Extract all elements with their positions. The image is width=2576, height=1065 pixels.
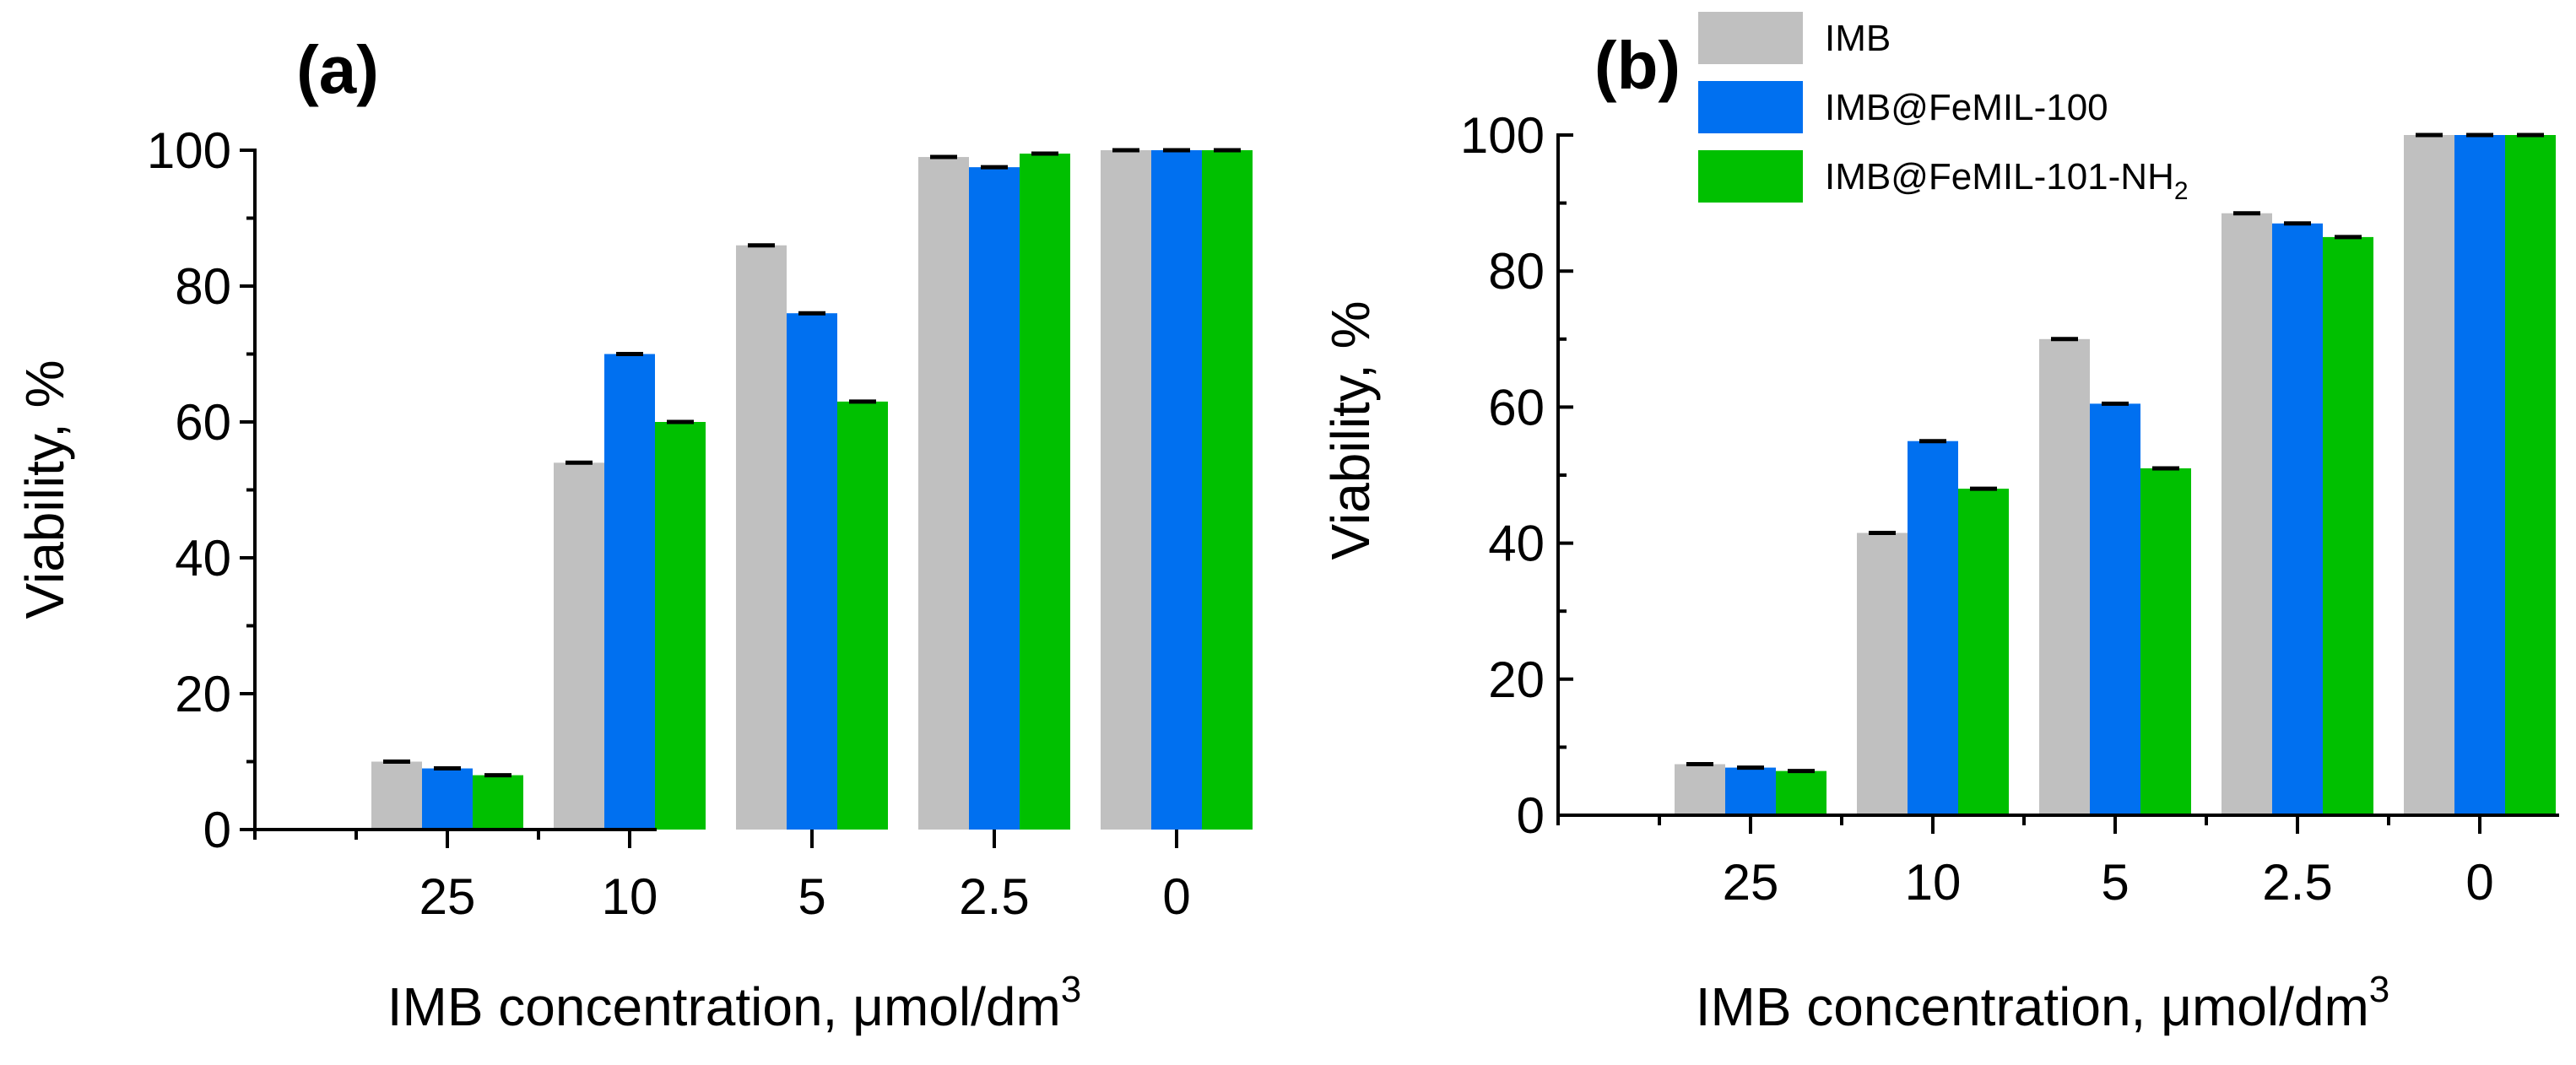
y-tick-label: 80 [175, 258, 231, 315]
x-tick-label: 25 [419, 868, 476, 925]
panel-label: (a) [296, 32, 379, 107]
legend-label: IMB [1825, 18, 1891, 59]
x-tick-label: 2.5 [959, 868, 1029, 925]
x-axis-title: IMB concentration, μmol/dm3 [1696, 969, 2390, 1037]
chart-panel-a: 0 20 40 60 80 100 25 10 5 2.5 0 Viability, % IMB con… [14, 32, 1253, 1037]
y-axis-title: Viability, % [14, 360, 75, 619]
bar [1908, 441, 1958, 815]
x-tick-label: 5 [798, 868, 825, 925]
x-tick-label: 10 [1905, 854, 1962, 911]
legend-label: IMB@FeMIL-100 [1825, 87, 2108, 128]
x-axis-title-superscript: 3 [2369, 969, 2389, 1010]
legend-label-main: IMB@FeMIL-100 [1825, 87, 2108, 128]
bar [1857, 532, 1908, 815]
bar [736, 245, 787, 830]
x-axis-title-main: IMB concentration, μmol/dm [387, 976, 1061, 1037]
y-tick-label: 60 [175, 394, 231, 451]
legend-label-subscript: 2 [2174, 177, 2189, 205]
bar [787, 313, 837, 830]
y-tick-label: 20 [175, 666, 231, 722]
x-axis-title: IMB concentration, μmol/dm3 [387, 969, 1082, 1037]
legend-swatch [1698, 12, 1803, 64]
x-axis-title-superscript: 3 [1061, 969, 1081, 1010]
bar [837, 401, 888, 830]
chart-panel-b: 0 20 40 60 80 100 25 10 5 2.5 0 Viability, % IMB con… [1320, 28, 2559, 1037]
y-tick-label: 20 [1488, 651, 1545, 708]
legend-swatch [1698, 150, 1803, 203]
bar [918, 157, 969, 830]
bar [2039, 338, 2090, 815]
y-tick-label: 60 [1488, 379, 1545, 435]
y-axis-title: Viability, % [1320, 300, 1381, 560]
y-tick-label: 100 [147, 122, 231, 179]
x-tick-label: 5 [2101, 854, 2129, 911]
legend-label-main: IMB@FeMIL-101-NH [1825, 156, 2174, 197]
bar [604, 354, 655, 830]
x-axis-title-main: IMB concentration, μmol/dm [1696, 976, 2369, 1037]
x-tick-label: 0 [2465, 854, 2493, 911]
bar [1776, 770, 1826, 815]
x-tick-label: 2.5 [2262, 854, 2332, 911]
y-tick-label: 0 [1517, 787, 1545, 844]
bar [1151, 150, 1202, 830]
bar [655, 422, 706, 830]
y-tick-label: 80 [1488, 243, 1545, 300]
bar [2272, 223, 2323, 815]
bar [2140, 468, 2191, 815]
bar [2323, 236, 2373, 815]
bar [2222, 213, 2272, 815]
legend-label-main: IMB [1825, 18, 1891, 59]
bar [1202, 150, 1253, 830]
bar [1020, 154, 1070, 830]
legend-swatch [1698, 81, 1803, 133]
bar [1675, 764, 1725, 815]
bar [473, 775, 523, 830]
x-tick-label: 0 [1162, 868, 1190, 925]
y-tick-label: 100 [1460, 107, 1545, 164]
y-tick-label: 0 [203, 802, 231, 858]
bar [969, 167, 1020, 830]
bar [2404, 135, 2454, 815]
bar [2090, 403, 2140, 815]
bar [422, 768, 473, 830]
bar [2454, 135, 2505, 815]
bar [1725, 767, 1776, 815]
x-tick-label: 25 [1723, 854, 1779, 911]
bar [1958, 489, 2009, 815]
legend-label: IMB@FeMIL-101-NH2 [1825, 156, 2189, 205]
panel-label: (b) [1594, 28, 1680, 103]
bar [1101, 150, 1151, 830]
y-tick-label: 40 [1488, 516, 1545, 572]
x-tick-label: 10 [602, 868, 658, 925]
bar [2505, 135, 2556, 815]
bar [371, 761, 422, 830]
bar [554, 462, 604, 830]
legend: IMB IMB@FeMIL-100 IMB@FeMIL-101-NH2 [1698, 12, 2189, 205]
y-tick-label: 40 [175, 530, 231, 587]
